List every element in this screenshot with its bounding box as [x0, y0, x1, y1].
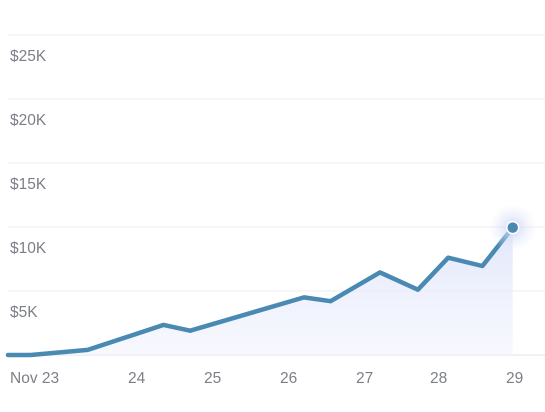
- x-tick-label: 29: [506, 370, 523, 387]
- y-axis-ticks: $25K $20K $15K $10K $5K: [10, 48, 47, 321]
- area-path: [8, 227, 513, 355]
- data-point: [480, 264, 484, 268]
- x-tick-label: 24: [128, 370, 146, 387]
- y-tick-label: $20K: [10, 112, 47, 129]
- data-point: [86, 348, 90, 352]
- data-point: [446, 256, 450, 260]
- data-point: [378, 270, 382, 274]
- y-tick-label: $25K: [10, 48, 47, 65]
- line-path: [5, 225, 515, 358]
- data-point: [416, 288, 420, 292]
- data-point: [6, 353, 10, 357]
- y-tick-label: $15K: [10, 176, 47, 193]
- x-tick-label: 25: [204, 370, 221, 387]
- x-axis-ticks: Nov 23 24 25 26 27 28 29: [10, 370, 523, 387]
- end-point-marker[interactable]: [505, 220, 520, 235]
- data-point: [302, 295, 306, 299]
- data-point: [162, 323, 166, 327]
- series-line: [5, 225, 515, 358]
- data-point: [329, 299, 333, 303]
- data-point: [188, 329, 192, 333]
- end-point[interactable]: [488, 203, 537, 252]
- x-tick-label: Nov 23: [10, 370, 59, 387]
- area-fill: [8, 227, 513, 355]
- x-tick-label: 26: [280, 370, 297, 387]
- data-point: [29, 353, 33, 357]
- x-tick-label: 28: [430, 370, 447, 387]
- x-tick-label: 27: [356, 370, 373, 387]
- y-tick-label: $10K: [10, 240, 47, 257]
- y-tick-label: $5K: [10, 304, 38, 321]
